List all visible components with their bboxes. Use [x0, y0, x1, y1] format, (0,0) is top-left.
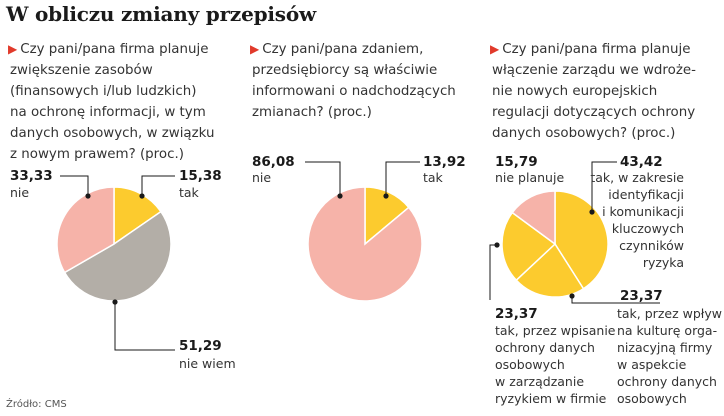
value-label: 15,38 — [179, 168, 222, 184]
leader-line — [591, 161, 617, 212]
question-1-line: zwiększenie zasobów — [10, 63, 153, 78]
slice-label: identyfikacji — [608, 187, 684, 202]
question-2-line: Czy pani/pana zdaniem, — [262, 42, 424, 57]
slice-label: osobowych — [495, 357, 565, 372]
value-label: 23,37 — [495, 306, 538, 322]
question-1-line: (finansowych i/lub ludzkich) — [10, 84, 197, 99]
chart-3-annotations: 15,79 nie planuje 43,42 tak, w zakresie … — [489, 154, 722, 406]
leader-line — [114, 302, 175, 351]
value-label: 33,33 — [10, 168, 53, 184]
slice-label: w aspekcie — [617, 357, 687, 372]
slice-label: ryzykiem w firmie — [495, 391, 607, 406]
pie-chart-2 — [307, 186, 423, 302]
question-3-line: włączenie zarządu we wdroże- — [492, 63, 696, 78]
leader-dot — [85, 193, 91, 199]
pie-slice — [515, 242, 585, 298]
value-label: 43,42 — [620, 154, 663, 170]
question-3-line: regulacji dotyczących ochrony — [492, 105, 696, 120]
leader-line — [141, 175, 175, 196]
leader-dot — [337, 193, 343, 199]
slice-label: w zarządzanie — [495, 374, 584, 389]
leader-dot — [383, 193, 389, 199]
pie-chart-1 — [56, 186, 172, 302]
question-2-line: zmianach? (proc.) — [252, 105, 372, 120]
slice-label: nizacyjną firmy — [617, 340, 713, 355]
leader-line — [385, 161, 420, 196]
value-label: 51,29 — [179, 338, 222, 354]
leader-dot — [139, 193, 145, 199]
arrow-icon: ▶ — [8, 42, 18, 56]
arrow-icon: ▶ — [490, 42, 500, 56]
pie-slice — [511, 190, 556, 246]
question-2-line: informowani o nadchodzących — [252, 84, 456, 99]
question-1-line: Czy pani/pana firma planuje — [20, 42, 209, 57]
slice-label: ochrony danych — [495, 340, 595, 355]
question-1-line: z nowym prawem? (proc.) — [10, 147, 184, 162]
chart-title: W obliczu zmiany przepisów — [6, 2, 316, 26]
slice-label: tak, przez wpływ — [617, 306, 722, 321]
pie-slice — [307, 186, 423, 302]
slice-label: nie — [252, 170, 271, 185]
pie-slice — [501, 211, 557, 282]
chart-2-annotations: 86,08 nie 13,92 tak — [252, 154, 466, 199]
question-2-line: przedsiębiorcy są właściwie — [252, 63, 438, 78]
pie-slice — [113, 186, 162, 246]
question-1-line: na ochronę informacji, w tym — [10, 105, 206, 120]
value-label: 86,08 — [252, 154, 295, 170]
slice-label: kluczowych — [612, 221, 684, 236]
slice-label: na kulturę orga- — [617, 323, 717, 338]
pie-chart-3 — [501, 190, 609, 298]
slice-label: nie — [10, 185, 29, 200]
slice-label: i komunikacji — [602, 204, 684, 219]
leader-line — [60, 175, 89, 196]
arrow-icon: ▶ — [250, 42, 260, 56]
question-3-line: nie nowych europejskich — [492, 84, 658, 99]
slice-label: ryzyka — [643, 255, 684, 270]
question-2: ▶ Czy pani/pana zdaniem, przedsiębiorcy s… — [250, 39, 456, 123]
slice-label: tak, przez wpisanie — [495, 323, 616, 338]
question-3: ▶ Czy pani/pana firma planuje włączenie z… — [490, 39, 696, 144]
source-note: Źródło: CMS — [6, 399, 67, 410]
slice-label: tak, w zakresie — [590, 170, 684, 185]
slice-label: tak — [423, 170, 444, 185]
leader-dot — [112, 299, 118, 305]
question-1: ▶ Czy pani/pana firma planuje zwiększenie… — [8, 39, 215, 165]
slice-label: nie wiem — [179, 356, 236, 371]
leader-dot — [569, 293, 575, 299]
value-label: 13,92 — [423, 154, 466, 170]
leader-line — [305, 161, 341, 196]
slice-label: ochrony danych — [617, 374, 717, 389]
chart-1-annotations: 33,33 nie 15,38 tak 51,29 nie wiem — [10, 168, 236, 371]
leader-dot — [589, 209, 595, 215]
leader-dot — [494, 242, 500, 248]
slice-label: nie planuje — [495, 170, 564, 185]
question-1-line: danych osobowych, w związku — [10, 126, 215, 141]
question-3-line: danych osobowych? (proc.) — [492, 126, 676, 141]
value-label: 23,37 — [620, 288, 663, 304]
slice-label: osobowych — [617, 391, 687, 406]
pie-slice — [63, 210, 172, 302]
leader-line — [489, 244, 497, 300]
slice-label: tak — [179, 185, 200, 200]
slice-label: czynników — [619, 238, 684, 253]
pie-slice — [56, 186, 115, 274]
value-label: 15,79 — [495, 154, 538, 170]
question-3-line: Czy pani/pana firma planuje — [502, 42, 691, 57]
